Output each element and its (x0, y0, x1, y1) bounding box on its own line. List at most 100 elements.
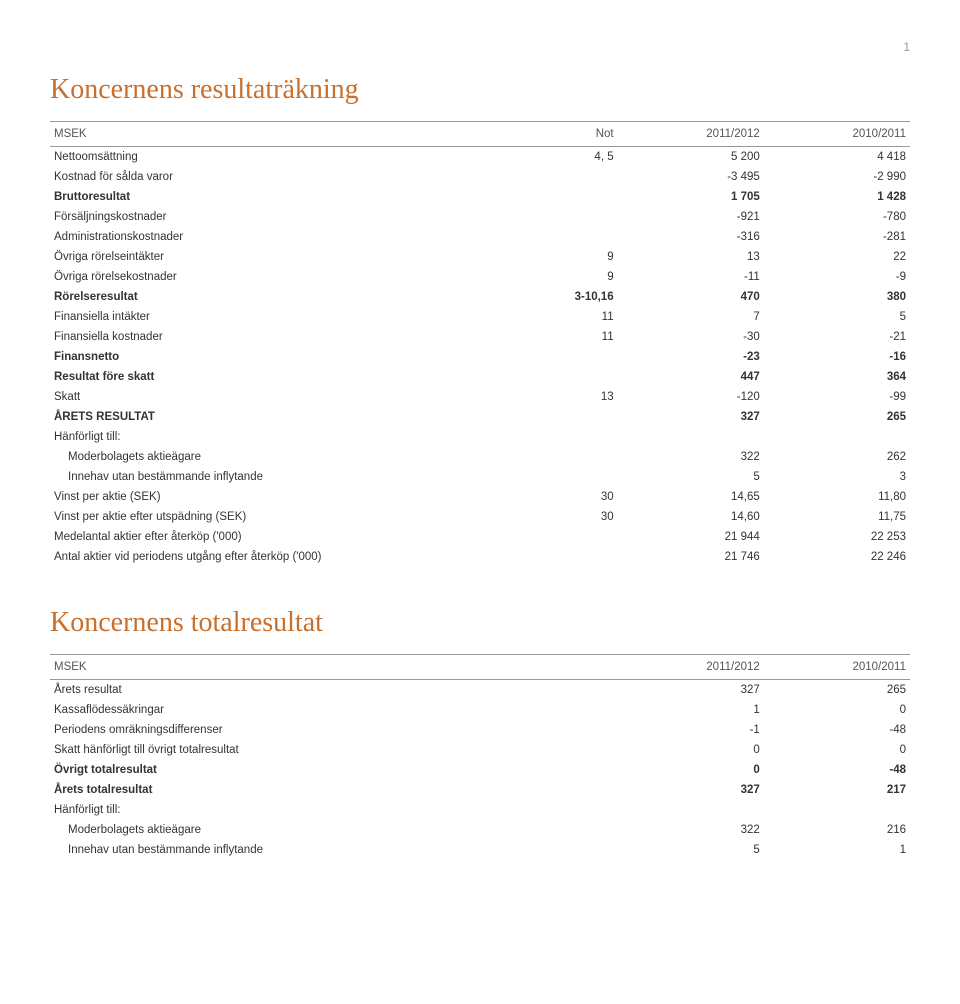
cell-not (523, 467, 618, 487)
cell-label: Årets totalresultat (50, 780, 523, 800)
cell-y2: -780 (764, 207, 910, 227)
cell-label: Innehav utan bestämmande inflytande (50, 467, 523, 487)
cell-y1: -921 (618, 207, 764, 227)
table-row: Årets resultat327265 (50, 680, 910, 701)
cell-label: Medelantal aktier efter återköp ('000) (50, 527, 523, 547)
cell-y2: 1 (764, 840, 910, 860)
table-row: Medelantal aktier efter återköp ('000) 21… (50, 527, 910, 547)
cell-label: Kassaflödessäkringar (50, 700, 523, 720)
table-row: Administrationskostnader-316-281 (50, 227, 910, 247)
table-row: Periodens omräkningsdifferenser-1-48 (50, 720, 910, 740)
cell-empty (523, 760, 618, 780)
table-row: Kassaflödessäkringar10 (50, 700, 910, 720)
table-row: Bruttoresultat1 7051 428 (50, 187, 910, 207)
cell-y1: 327 (618, 780, 764, 800)
cell-label: ÅRETS RESULTAT (50, 407, 523, 427)
cell-not: 30 (523, 507, 618, 527)
cell-not: 9 (523, 267, 618, 287)
cell-not (523, 227, 618, 247)
cell-not: 11 (523, 327, 618, 347)
table-row: Moderbolagets aktieägare322216 (50, 820, 910, 840)
cell-y2: 364 (764, 367, 910, 387)
cell-label: Administrationskostnader (50, 227, 523, 247)
cell-y1: 5 (618, 840, 764, 860)
table-row: Övriga rörelseintäkter91322 (50, 247, 910, 267)
cell-label: Innehav utan bestämmande inflytande (50, 840, 523, 860)
cell-y1: 7 (618, 307, 764, 327)
table-row: Finansnetto-23-16 (50, 347, 910, 367)
cell-label: Skatt hänförligt till övrigt totalresult… (50, 740, 523, 760)
cell-not (523, 527, 618, 547)
table-row: Skatt hänförligt till övrigt totalresult… (50, 740, 910, 760)
table-header-row: MSEK Not 2011/2012 2010/2011 (50, 122, 910, 147)
cell-label: Övriga rörelseintäkter (50, 247, 523, 267)
cell-label: Periodens omräkningsdifferenser (50, 720, 523, 740)
cell-y1: 5 200 (618, 147, 764, 168)
cell-y2: 380 (764, 287, 910, 307)
cell-y2: 22 246 (764, 547, 910, 567)
cell-y1: 447 (618, 367, 764, 387)
cell-empty (523, 800, 618, 820)
col-header-msek: MSEK (50, 122, 523, 147)
col-header-y2: 2010/2011 (764, 655, 910, 680)
page-number: 1 (50, 40, 910, 54)
cell-y2: 11,80 (764, 487, 910, 507)
cell-y2: 216 (764, 820, 910, 840)
cell-not (523, 187, 618, 207)
cell-label: Finansiella kostnader (50, 327, 523, 347)
cell-y2: 3 (764, 467, 910, 487)
cell-y1: 14,60 (618, 507, 764, 527)
cell-label: Hänförligt till: (50, 427, 523, 447)
section1-title: Koncernens resultaträkning (50, 74, 910, 106)
cell-y2: -2 990 (764, 167, 910, 187)
table-row: Skatt13-120-99 (50, 387, 910, 407)
cell-y1: -3 495 (618, 167, 764, 187)
table-row: Innehav utan bestämmande inflytande53 (50, 467, 910, 487)
table-row: Övrigt totalresultat0-48 (50, 760, 910, 780)
table-row: Finansiella kostnader11-30-21 (50, 327, 910, 347)
cell-y1: 322 (618, 820, 764, 840)
cell-label: Rörelseresultat (50, 287, 523, 307)
table-row: Resultat före skatt447364 (50, 367, 910, 387)
cell-not: 30 (523, 487, 618, 507)
cell-not: 3-10,16 (523, 287, 618, 307)
cell-y1: -11 (618, 267, 764, 287)
cell-y2: 22 (764, 247, 910, 267)
col-header-y1: 2011/2012 (618, 122, 764, 147)
cell-y2: -281 (764, 227, 910, 247)
cell-y2: 4 418 (764, 147, 910, 168)
cell-y1: 322 (618, 447, 764, 467)
table-row: Hänförligt till: (50, 800, 910, 820)
cell-not: 13 (523, 387, 618, 407)
cell-y1: 14,65 (618, 487, 764, 507)
cell-y1: 0 (618, 760, 764, 780)
cell-label: Nettoomsättning (50, 147, 523, 168)
table-row: Försäljningskostnader -921-780 (50, 207, 910, 227)
cell-not (523, 427, 618, 447)
cell-y2: -48 (764, 760, 910, 780)
cell-y2: 262 (764, 447, 910, 467)
cell-empty (523, 680, 618, 701)
table-row: Vinst per aktie efter utspädning (SEK)30… (50, 507, 910, 527)
cell-not (523, 367, 618, 387)
table-row: Rörelseresultat3-10,16470380 (50, 287, 910, 307)
cell-label: Vinst per aktie (SEK) (50, 487, 523, 507)
cell-label: Försäljningskostnader (50, 207, 523, 227)
cell-y1: 21 746 (618, 547, 764, 567)
col-header-not: Not (523, 122, 618, 147)
table-row: Övriga rörelsekostnader9-11-9 (50, 267, 910, 287)
col-header-y1: 2011/2012 (618, 655, 764, 680)
cell-label: Skatt (50, 387, 523, 407)
cell-y2: 5 (764, 307, 910, 327)
income-statement-table: MSEK Not 2011/2012 2010/2011 Nettoomsätt… (50, 121, 910, 567)
cell-empty (523, 820, 618, 840)
cell-y1: -120 (618, 387, 764, 407)
cell-y1: 21 944 (618, 527, 764, 547)
cell-not (523, 167, 618, 187)
cell-y2: 265 (764, 680, 910, 701)
cell-y2: 1 428 (764, 187, 910, 207)
cell-empty (523, 720, 618, 740)
table-row: Nettoomsättning4, 55 2004 418 (50, 147, 910, 168)
section2-title: Koncernens totalresultat (50, 607, 910, 639)
cell-y1: -1 (618, 720, 764, 740)
